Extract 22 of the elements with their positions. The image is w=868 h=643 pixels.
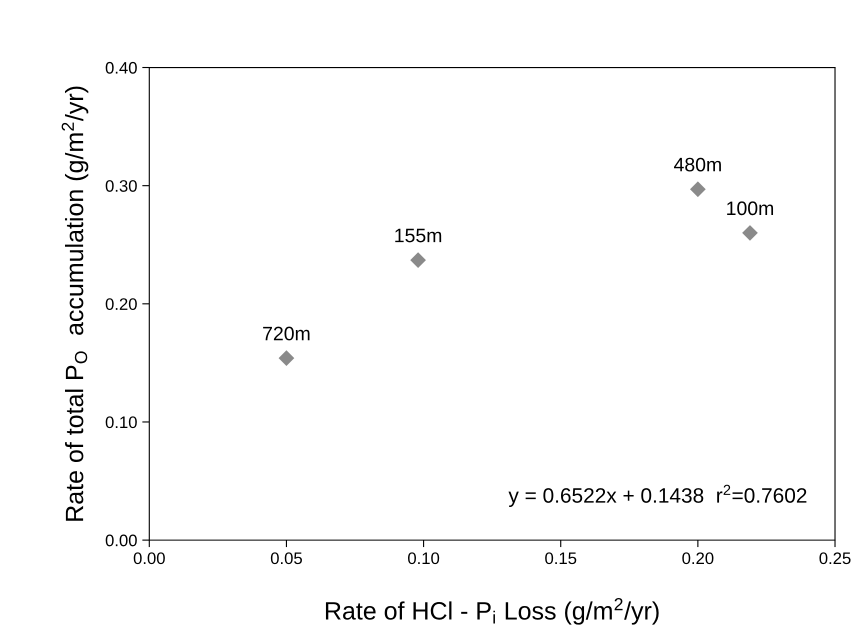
x-tick-label: 0.10 xyxy=(408,552,440,564)
y-axis-title: Rate of total P$_{O}$ accumulation (g/m$^{2}$/yr) xyxy=(62,86,88,521)
point xyxy=(690,182,706,197)
point xyxy=(278,350,294,366)
annotation: 100m xyxy=(727,201,774,216)
y-tick-label: 0.40 xyxy=(106,62,137,74)
point xyxy=(410,252,426,268)
x-tick-label: 0.00 xyxy=(134,552,165,564)
annotation: 720m xyxy=(263,326,310,340)
y-tick-label: 0.30 xyxy=(106,180,137,192)
y-tick-label: 0.20 xyxy=(106,298,137,310)
x-tick-label: 0.25 xyxy=(819,552,851,564)
annotation: 155m xyxy=(395,228,442,242)
y-tick-label: 0.10 xyxy=(106,416,137,428)
point xyxy=(742,225,758,240)
y-tick-label: 0.00 xyxy=(106,534,137,546)
annotation: y = 0.6522x + 0.1438 r$^{2}$=0.7602 xyxy=(508,484,806,507)
annotation: 480m xyxy=(674,158,721,172)
x-tick-label: 0.05 xyxy=(270,552,302,564)
x-axis-title: Rate of HCl - P$_{i}$ Loss (g/m$^{2}$/yr) xyxy=(326,598,659,625)
x-tick-label: 0.20 xyxy=(682,552,714,564)
x-tick-label: 0.15 xyxy=(545,552,576,564)
